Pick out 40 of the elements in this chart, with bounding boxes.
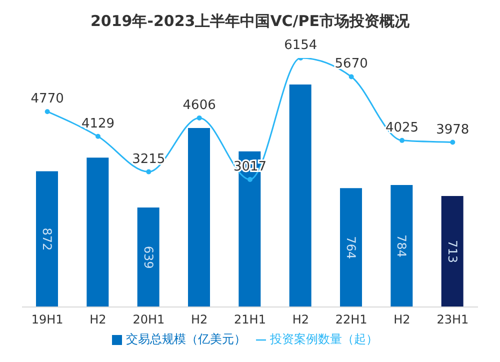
point [450, 140, 456, 145]
x-tick-label: 20H1 [132, 312, 165, 327]
data-label: 639 [141, 246, 156, 269]
point [248, 176, 252, 182]
point [196, 115, 202, 120]
bar [289, 84, 312, 307]
x-tick-label: 19H1 [31, 312, 64, 327]
bar [390, 184, 413, 307]
point [146, 169, 152, 174]
x-tick-label: H2 [90, 312, 106, 327]
point [400, 138, 404, 143]
data-label: 784 [394, 234, 409, 258]
data-label: 4025 [385, 120, 419, 136]
chart-title: 2019年-2023上半年中国VC/PE市场投资概况 [89, 11, 411, 32]
data-label: 4770 [30, 92, 64, 107]
x-tick-label: 23H1 [436, 312, 469, 327]
data-label: 713 [445, 240, 460, 263]
point [44, 109, 50, 114]
point [96, 134, 100, 139]
legend-label: 交易总规模（亿美元） [126, 332, 246, 346]
data-label: 5670 [334, 56, 368, 72]
x-tick-label: H2 [394, 312, 410, 327]
bar [137, 208, 160, 307]
data-label: 872 [40, 228, 54, 251]
bar [86, 158, 109, 307]
legend-label: 投资案例数量（起） [270, 332, 378, 346]
data-label: 6154 [284, 38, 318, 53]
x-tick-label: H2 [190, 312, 208, 327]
data-label: 4129 [81, 116, 115, 132]
data-label: 3215 [132, 152, 166, 167]
x-tick-label: 22H1 [335, 312, 368, 327]
data-label: 4606 [182, 98, 216, 113]
bar [188, 128, 210, 307]
x-tick-label: H2 [292, 312, 310, 327]
bar [441, 196, 464, 307]
x-tick-label: 21H1 [234, 312, 266, 327]
data-label: 3978 [436, 122, 470, 138]
data-label: 764 [344, 236, 358, 260]
bar [340, 188, 362, 307]
bar [36, 171, 58, 307]
